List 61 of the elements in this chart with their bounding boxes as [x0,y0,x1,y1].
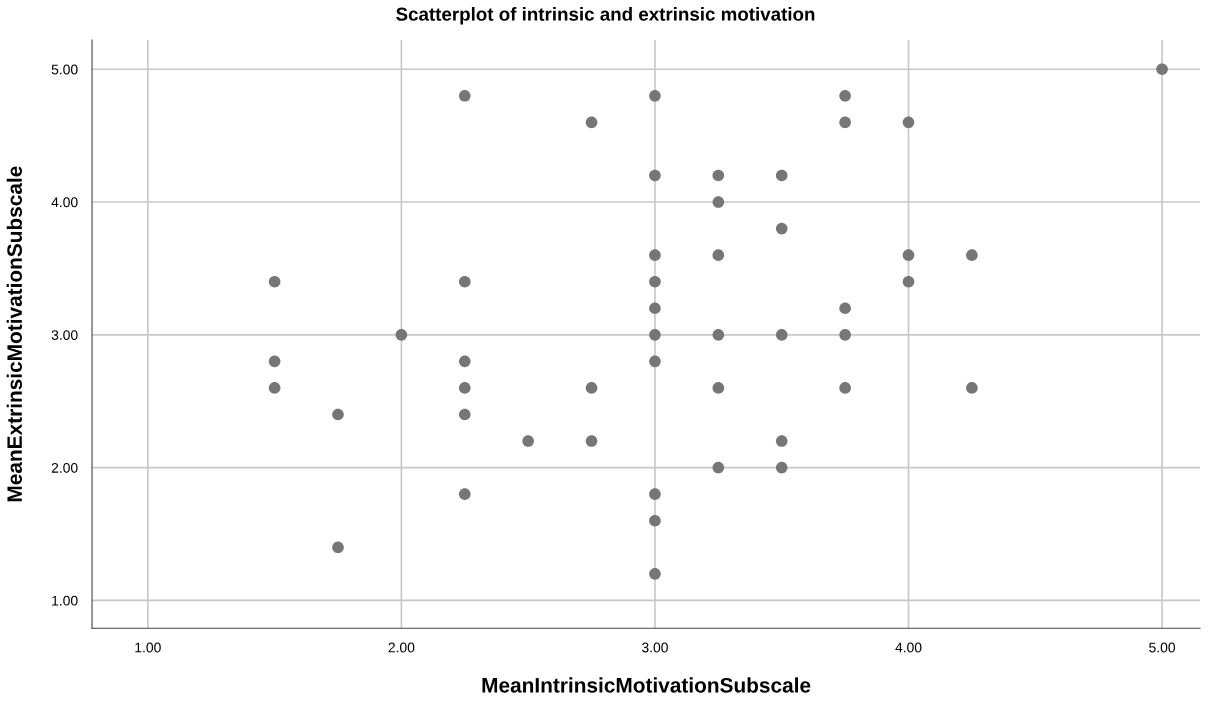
point [395,329,408,341]
point [902,275,915,288]
point [458,89,471,102]
x-tick-label: 2.00 [388,642,415,653]
point [712,329,725,341]
point [712,169,725,182]
point [775,222,788,235]
x-tick-label: 4.00 [895,642,922,653]
point [712,249,725,261]
point [649,329,661,341]
x-axis-title: MeanIntrinsicMotivationSubscale [482,677,811,693]
point [712,382,725,394]
point [966,249,978,261]
point [775,169,788,182]
point [649,355,661,368]
y-axis-title: MeanExtrinsicMotivationSubscale [6,166,22,502]
point [585,435,598,447]
y-tick-label: 4.00 [51,197,78,208]
point [775,435,788,447]
y-tick-label: 2.00 [51,462,78,473]
point [712,196,725,208]
point [1156,63,1168,76]
x-tick-label: 3.00 [641,642,668,653]
point [458,408,471,421]
point [649,89,661,102]
point [585,116,598,129]
point [268,355,281,368]
point [839,89,851,102]
point [268,382,281,394]
point [649,302,661,315]
point [458,355,471,368]
point [649,249,661,261]
point [458,382,471,394]
point [839,382,851,394]
point [839,329,851,341]
point [585,382,598,394]
x-tick-label: 1.00 [135,642,161,653]
x-tick-label: 5.00 [1149,642,1176,653]
y-tick-label: 1.00 [52,595,78,606]
point [268,275,281,288]
point [712,461,725,474]
point [458,275,471,288]
point [332,408,344,421]
y-tick-label: 5.00 [51,64,78,75]
point [839,302,851,315]
point [839,116,851,129]
point [902,249,915,261]
point [902,116,915,129]
point [649,169,661,182]
point [775,461,788,474]
point [649,275,661,288]
point [332,541,344,554]
point [649,568,661,580]
point [458,488,471,500]
point [649,488,661,500]
point [966,382,978,394]
point [522,435,534,447]
point [649,514,661,527]
y-tick-label: 3.00 [51,330,78,340]
chart-title: Scatterplot of intrinsic and extrinsic motivation [396,7,815,25]
point [775,329,788,341]
